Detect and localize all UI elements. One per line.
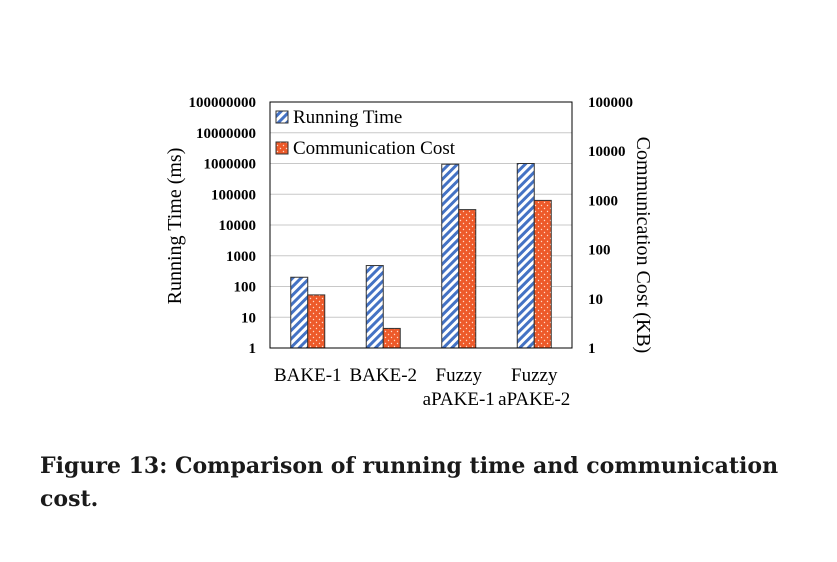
communication-cost-bar [307,294,326,349]
right-axis-tick-label: 100000 [588,95,633,111]
category-label: BAKE-1 [274,365,342,386]
left-axis-tick-label: 1 [249,341,257,357]
legend: Running Time Communication Cost [275,107,456,159]
left-axis-tick-label: 100000000 [189,95,257,111]
communication-cost-bar [533,199,552,349]
legend-swatch-running-time [275,110,289,124]
left-axis-title: Running Time (ms) [164,148,186,305]
left-axis-tick-label: 10000000 [196,126,256,142]
right-axis-tick-label: 10 [588,292,603,308]
left-axis-tick-label: 1000 [226,249,256,265]
legend-label: Running Time [293,107,402,128]
running-time-bar [365,265,384,349]
running-time-bar [441,163,460,349]
category-label: Fuzzy [511,365,558,386]
left-axis-tick-label: 100 [234,280,257,296]
right-axis-title: Communication Cost (KB) [632,137,654,354]
plot-area-frame [269,101,573,349]
category-label: BAKE-2 [349,365,417,386]
legend-swatch-communication-cost [275,141,289,155]
communication-cost-bar [458,209,477,349]
right-axis-tick-label: 1 [588,341,596,357]
right-axis-tick-label: 1000 [588,193,618,209]
left-axis-tick-label: 10000 [219,218,257,234]
running-time-bar [290,276,309,349]
category-label: aPAKE-1 [423,389,495,410]
bars [290,163,552,349]
right-axis-tick-label: 100 [588,243,611,259]
left-axis-tick-label: 1000000 [204,157,257,173]
right-axis-ticks: 1 10 100 1000 10000 100000 [588,95,633,357]
left-axis-ticks: 1 10 100 1000 10000 100000 1000000 10000000 1000… [189,95,257,357]
right-axis-tick-label: 10000 [588,144,626,160]
left-axis-tick-label: 100000 [211,187,256,203]
legend-label: Communication Cost [293,138,456,159]
category-label: Fuzzy [436,365,483,386]
running-time-bar [516,163,535,349]
communication-cost-bar [382,327,401,349]
left-axis-tick-label: 10 [241,310,256,326]
chart-figure: 1 10 100 1000 10000 100000 1000000 10000000 1000… [164,95,654,410]
figure-caption: Figure 13: Comparison of running time an… [40,453,779,512]
category-label: aPAKE-2 [498,389,570,410]
category-labels: BAKE-1 BAKE-2 Fuzzy aPAKE-1 Fuzzy aPAKE-2 [274,365,570,410]
